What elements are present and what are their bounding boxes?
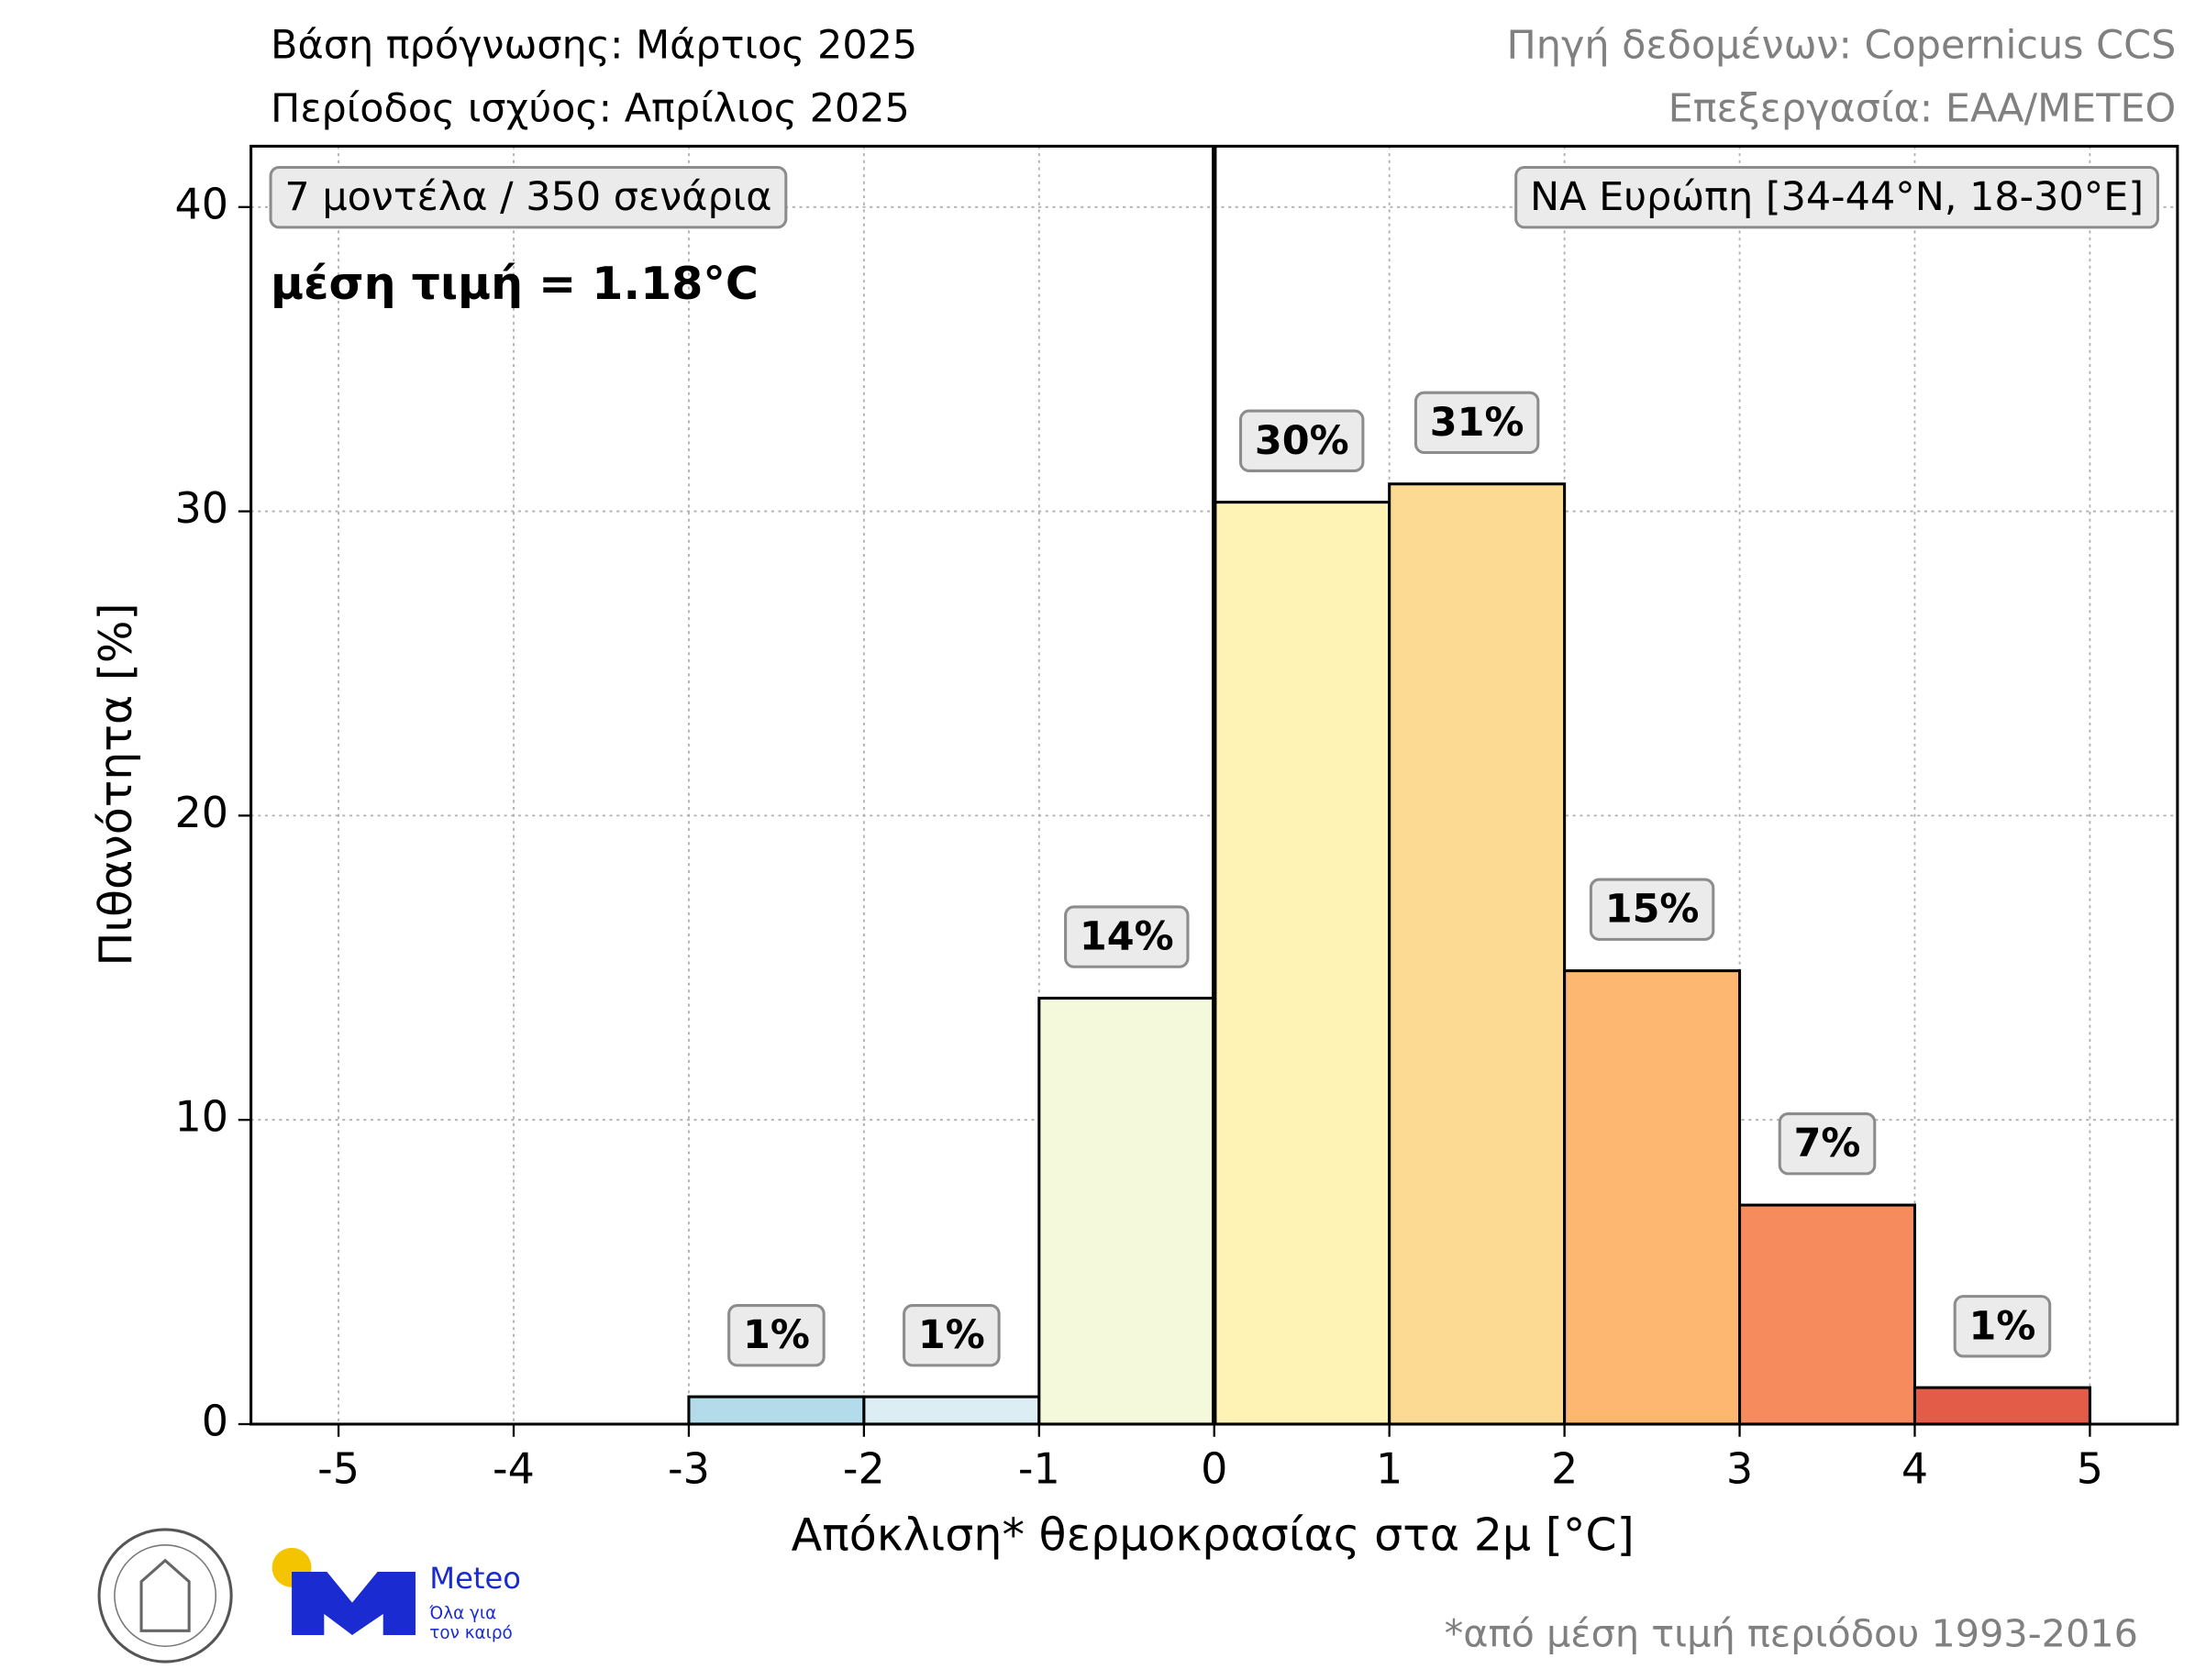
bar xyxy=(1738,1203,1917,1426)
value-label: 7% xyxy=(1794,1121,1861,1166)
bar xyxy=(1563,969,1742,1426)
value-label: 15% xyxy=(1605,887,1700,933)
x-tick-label: 3 xyxy=(1726,1444,1753,1494)
processing: Επεξεργασία: ΕΑΑ/METEO xyxy=(1668,86,2177,132)
footnote: *από μέση τιμή περιόδου 1993-2016 xyxy=(1445,1611,2138,1655)
value-label-box xyxy=(903,1304,1001,1367)
observatory-logo xyxy=(97,1528,233,1663)
meteo-logo: Meteo Όλα για τον καιρό xyxy=(272,1547,521,1642)
value-label-group: 7% xyxy=(1778,1112,1877,1176)
bar xyxy=(862,1395,1041,1426)
forecast-base: Βάση πρόγνωσης: Μάρτιος 2025 xyxy=(271,23,917,69)
region-box-box xyxy=(1514,165,2159,229)
region-box-group: ΝΑ Ευρώπη [34-44°N, 18-30°E] xyxy=(1514,165,2159,229)
value-label-box xyxy=(1413,391,1540,455)
value-label-box xyxy=(1778,1112,1877,1176)
value-label-group: 14% xyxy=(1064,905,1190,968)
y-tick-label: 40 xyxy=(175,179,229,228)
value-label-box xyxy=(1238,409,1365,472)
x-tick-label: 4 xyxy=(1901,1444,1928,1494)
value-label: 1% xyxy=(1969,1303,2036,1349)
brand-slogan: τον καιρό xyxy=(429,1623,512,1642)
value-label: 31% xyxy=(1430,400,1524,446)
x-axis-label: Απόκλιση* θερμοκρασίας στα 2μ [°C] xyxy=(792,1509,1635,1562)
mean-value: μέση τιμή = 1.18°C xyxy=(271,257,759,310)
models-box: 7 μοντέλα / 350 σενάρια xyxy=(284,174,771,220)
value-label: 1% xyxy=(743,1312,810,1358)
bar xyxy=(1037,996,1216,1426)
brand-slogan: Όλα για xyxy=(428,1604,496,1623)
value-label-box xyxy=(727,1304,826,1367)
value-label-box xyxy=(1064,905,1190,968)
value-label-group: 1% xyxy=(1953,1295,2052,1358)
valid-period: Περίοδος ισχύος: Απρίλιος 2025 xyxy=(271,86,910,132)
bar xyxy=(1388,482,1567,1426)
region-box: ΝΑ Ευρώπη [34-44°N, 18-30°E] xyxy=(1530,174,2144,220)
x-tick-label: -1 xyxy=(1018,1444,1060,1494)
x-tick-label: 0 xyxy=(1201,1444,1227,1494)
y-axis-label: Πιθανότητα [%] xyxy=(89,602,142,966)
data-source: Πηγή δεδομένων: Copernicus CCS xyxy=(1506,23,2176,69)
value-label-group: 1% xyxy=(903,1304,1001,1367)
x-tick-label: 1 xyxy=(1376,1444,1402,1494)
bar xyxy=(687,1395,866,1426)
value-label-box xyxy=(1953,1295,2052,1358)
value-label: 14% xyxy=(1080,914,1174,960)
value-label-group: 15% xyxy=(1589,878,1715,941)
value-label: 30% xyxy=(1255,418,1349,464)
y-tick-label: 20 xyxy=(175,788,229,837)
y-tick-label: 30 xyxy=(175,483,229,533)
x-tick-label: -3 xyxy=(668,1444,710,1494)
value-label-group: 30% xyxy=(1238,409,1365,472)
x-tick-label: -5 xyxy=(317,1444,360,1494)
x-tick-label: 2 xyxy=(1551,1444,1578,1494)
value-label-box xyxy=(1589,878,1715,941)
x-tick-label: -4 xyxy=(493,1444,535,1494)
brand-name: Meteo xyxy=(429,1561,521,1596)
plot-frame xyxy=(249,144,2179,1426)
y-tick-label: 0 xyxy=(202,1396,228,1445)
value-label-group: 1% xyxy=(727,1304,826,1367)
models-box-group: 7 μοντέλα / 350 σενάρια xyxy=(269,165,788,229)
bar xyxy=(1213,501,1391,1426)
x-tick-label: 5 xyxy=(2077,1444,2103,1494)
x-tick-label: -2 xyxy=(843,1444,885,1494)
value-label-group: 31% xyxy=(1413,391,1540,455)
y-tick-label: 10 xyxy=(175,1092,229,1142)
value-label: 1% xyxy=(918,1312,985,1358)
models-box-box xyxy=(269,165,788,229)
bar xyxy=(1912,1386,2091,1426)
